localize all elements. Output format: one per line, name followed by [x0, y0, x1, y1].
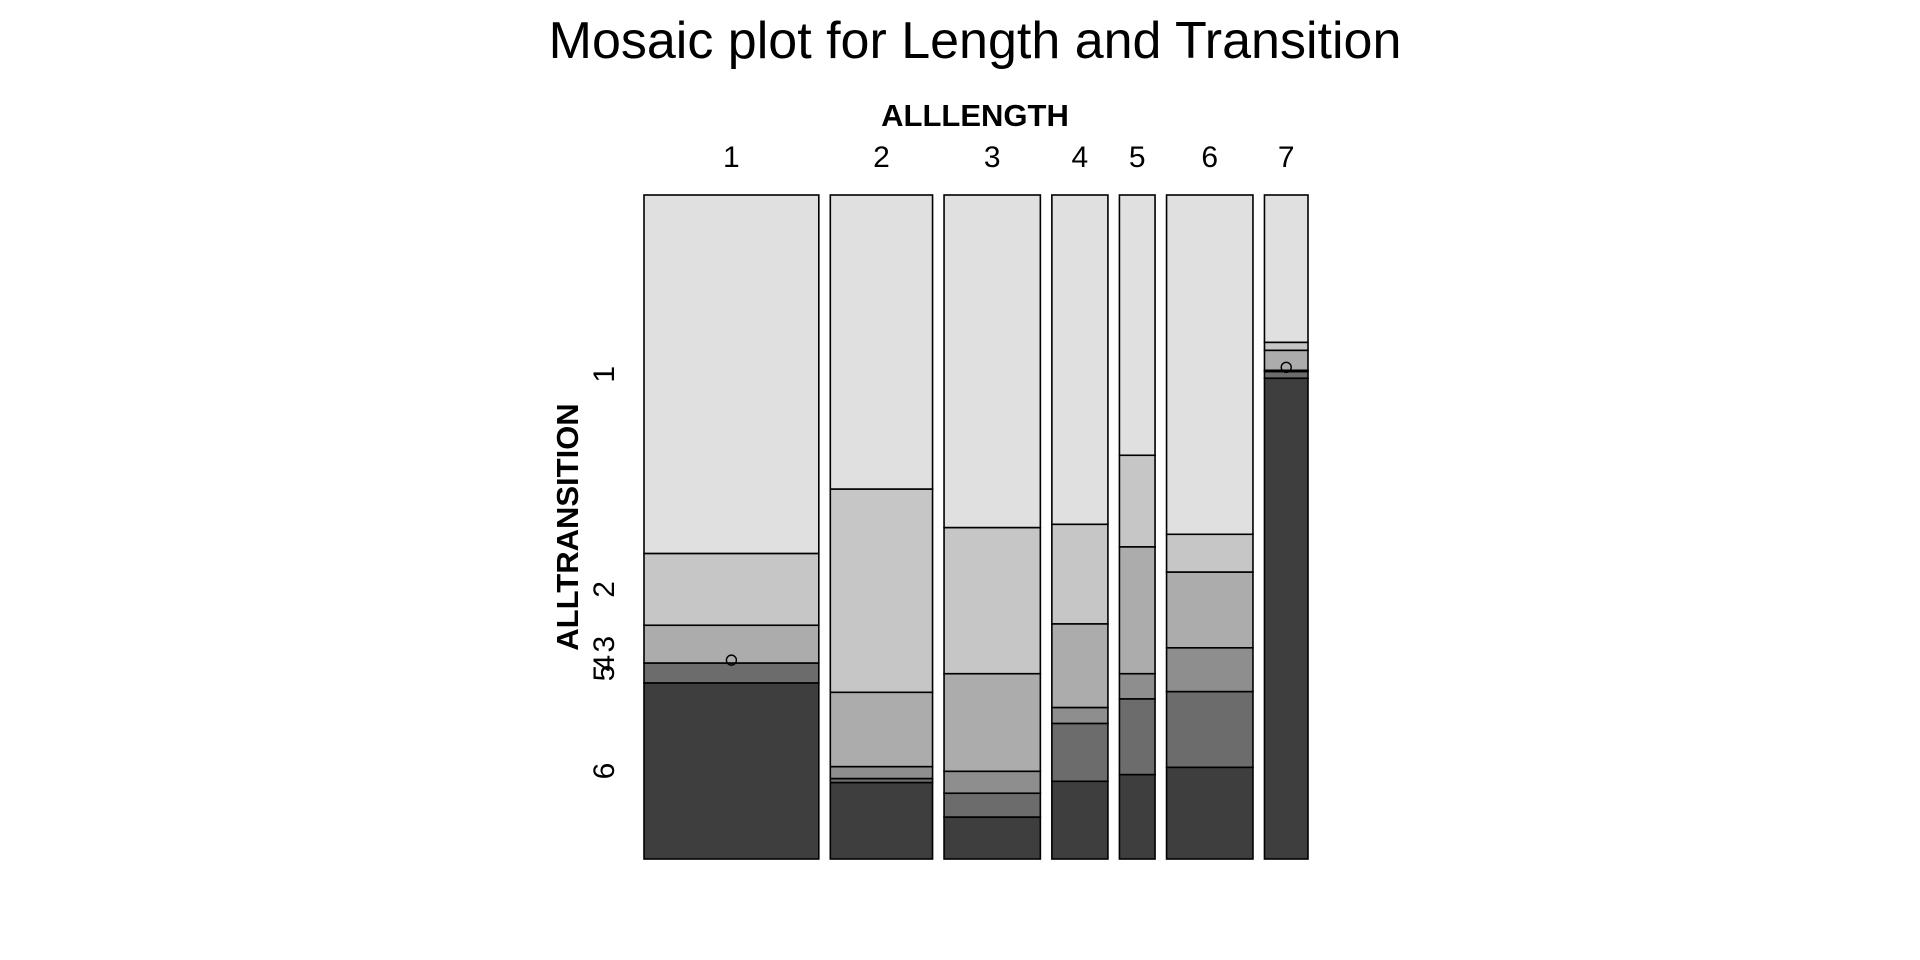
mosaic-tile-col2-row4: [829, 765, 934, 780]
mosaic-tile-col1-row3: [643, 624, 820, 664]
mosaic-tile-col6-row3: [1165, 571, 1254, 649]
mosaic-tile-col6-row5: [1165, 690, 1254, 769]
empty-cell-marker: [1280, 361, 1292, 373]
empty-cell-markers: [725, 361, 1292, 666]
mosaic-tile-col7-row1: [1263, 194, 1309, 344]
x-tick-label: 1: [723, 141, 740, 174]
x-axis-title: ALLLENGTH: [881, 98, 1069, 133]
mosaic-tile-col6-row4: [1165, 647, 1254, 693]
x-tick-labels: 1 2 3 4 5 6 7: [723, 141, 1295, 174]
mosaic-tile-col1-row6: [643, 682, 820, 860]
y-tick-label: 6: [588, 763, 621, 780]
mosaic-tile-col3-row4: [943, 770, 1042, 795]
y-tick-label: 2: [588, 581, 621, 598]
mosaic-tile-col2-row6: [829, 781, 934, 860]
mosaic-tile-col4-row6: [1051, 780, 1109, 860]
x-tick-label: 2: [873, 141, 890, 174]
mosaic-tile-col1-row5: [643, 662, 820, 684]
mosaic-tile-col4-row4: [1051, 706, 1109, 725]
mosaic-tile-col6-row2: [1165, 533, 1254, 573]
mosaic-tile-col7-row3: [1263, 349, 1309, 372]
mosaic-tile-col5-row4: [1118, 672, 1156, 700]
mosaic-tile-col3-row3: [943, 672, 1042, 773]
mosaic-tile-col7-row2: [1263, 341, 1309, 352]
y-tick-label: 5: [588, 665, 621, 682]
y-tick-labels: 1 2 3 45 6: [588, 366, 621, 779]
mosaic-tiles: [643, 194, 1309, 860]
mosaic-tile-col5-row2: [1118, 454, 1156, 548]
mosaic-tile-col5-row6: [1118, 773, 1156, 860]
y-tick-label: 1: [588, 366, 621, 383]
mosaic-tile-col4-row5: [1051, 722, 1109, 783]
chart-title: Mosaic plot for Length and Transition: [549, 12, 1402, 70]
mosaic-tile-col6-row1: [1165, 194, 1254, 536]
mosaic-tile-col2-row1: [829, 194, 934, 490]
mosaic-tile-col1-row1: [643, 194, 820, 555]
mosaic-tile-col4-row3: [1051, 623, 1109, 709]
empty-cell-marker: [725, 654, 738, 666]
mosaic-tile-col4-row2: [1051, 523, 1109, 625]
mosaic-tile-col2-row3: [829, 691, 934, 768]
mosaic-tile-col3-row2: [943, 526, 1042, 675]
y-axis-title: ALLTRANSITION: [550, 403, 585, 650]
mosaic-tile-col5-row3: [1118, 546, 1156, 675]
mosaic-tile-col3-row6: [943, 816, 1042, 860]
mosaic-tile-col2-row2: [829, 488, 934, 694]
mosaic-tile-col3-row1: [943, 194, 1042, 529]
mosaic-tile-col4-row1: [1051, 194, 1109, 526]
x-tick-label: 6: [1201, 141, 1218, 174]
mosaic-tile-col1-row2: [643, 552, 820, 627]
mosaic-tile-col5-row5: [1118, 698, 1156, 776]
y-tick-label: 4: [588, 655, 621, 672]
mosaic-tile-col5-row1: [1118, 194, 1156, 457]
mosaic-tile-col3-row5: [943, 792, 1042, 818]
mosaic-tile-col6-row6: [1165, 766, 1254, 860]
x-tick-label: 4: [1072, 141, 1089, 174]
x-tick-label: 7: [1278, 141, 1295, 174]
y-tick-label: 3: [588, 636, 621, 653]
x-tick-label: 5: [1129, 141, 1146, 174]
mosaic-tile-col7-row6: [1263, 377, 1309, 860]
x-tick-label: 3: [984, 141, 1001, 174]
